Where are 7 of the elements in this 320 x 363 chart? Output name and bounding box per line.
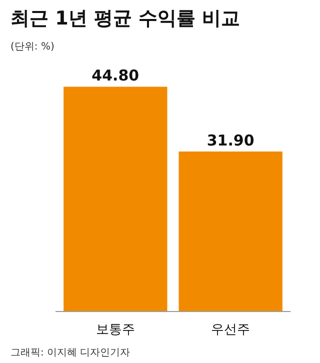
data-label: 44.80: [92, 66, 140, 85]
chart-title: 최근 1년 평균 수익률 비교: [10, 8, 240, 30]
chart-subtitle: (단위: %): [10, 42, 54, 52]
data-label: 31.90: [206, 131, 254, 150]
text: 그래픽: 이지혜 디자인기자: [10, 348, 130, 358]
x-tick-label: 보통주: [96, 322, 135, 338]
x-tick-label: 우선주: [211, 322, 250, 338]
